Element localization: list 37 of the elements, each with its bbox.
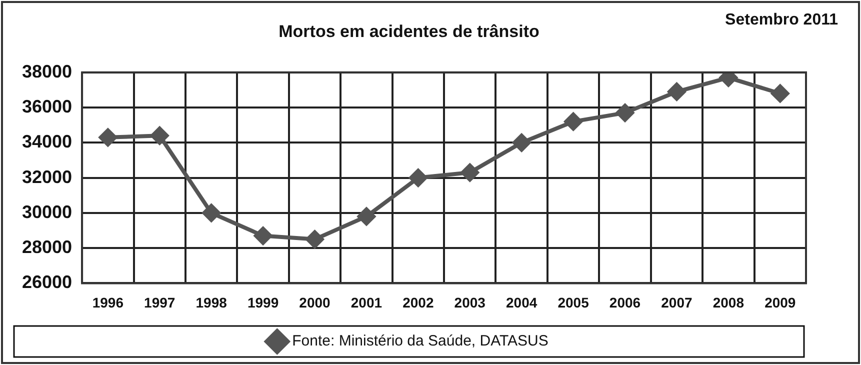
x-tick-label: 2005	[558, 294, 590, 310]
point	[564, 112, 582, 131]
x-tick-label: 2007	[661, 294, 693, 310]
y-tick-label: 36000	[22, 96, 72, 116]
y-tick-label: 34000	[22, 132, 72, 152]
point	[616, 104, 634, 122]
legend-label: Fonte: Ministério da Saúde, DATASUS	[292, 332, 548, 350]
text: Setembro 2011	[725, 11, 838, 28]
x-tick-label: 1997	[144, 294, 176, 310]
y-tick-label: 28000	[22, 237, 72, 258]
y-tick-label: 32000	[22, 166, 72, 187]
point	[668, 82, 686, 101]
x-tick-label: 2004	[506, 294, 538, 310]
point	[409, 168, 428, 187]
point	[306, 230, 324, 248]
x-tick-label: 2000	[299, 294, 331, 310]
x-tick-label: 1996	[92, 294, 124, 310]
x-tick-label: 1999	[247, 294, 279, 310]
y-tick-label: 30000	[22, 202, 72, 222]
x-tick-label: 2006	[609, 294, 641, 310]
point	[150, 126, 169, 145]
x-tick-label: 2003	[454, 294, 486, 310]
chart-title: Mortos em acidentes de trânsito	[278, 22, 540, 41]
point	[460, 164, 479, 182]
x-tick-label: 2001	[350, 294, 382, 310]
x-tick-label: 1998	[196, 294, 228, 310]
point	[357, 207, 376, 226]
x-tick-label: 2009	[764, 294, 796, 310]
y-tick-label: 38000	[22, 61, 72, 82]
x-tick-label: 2008	[712, 294, 744, 310]
y-tick-label: 26000	[22, 272, 72, 292]
point	[202, 204, 220, 222]
point	[98, 128, 117, 146]
point	[771, 84, 790, 102]
point	[512, 134, 531, 152]
x-tick-label: 2002	[402, 294, 434, 310]
point	[254, 226, 272, 245]
